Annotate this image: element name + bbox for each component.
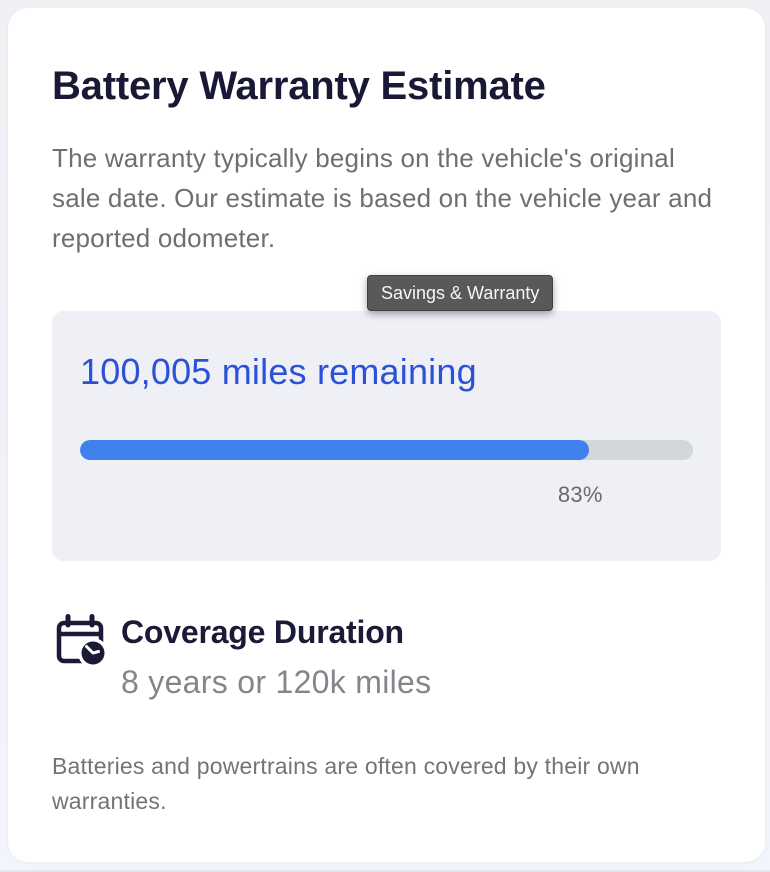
miles-remaining-text: 100,005 miles remaining bbox=[80, 351, 477, 392]
bottom-divider bbox=[0, 870, 770, 872]
progress-percent-row: 83% bbox=[80, 482, 603, 508]
tooltip-label: Savings & Warranty bbox=[381, 283, 540, 303]
warranty-description-text: The warranty typically begins on the veh… bbox=[52, 143, 713, 253]
warranty-estimate-panel: 100,005 miles remaining 83% bbox=[52, 311, 721, 561]
battery-warranty-card: Battery Warranty Estimate The warranty t… bbox=[8, 8, 765, 862]
page-title: Battery Warranty Estimate bbox=[52, 64, 546, 108]
coverage-duration-title: Coverage Duration bbox=[121, 614, 404, 650]
progress-bar-fill bbox=[80, 440, 589, 460]
calendar-clock-icon bbox=[56, 614, 108, 668]
footnote-text: Batteries and powertrains are often cove… bbox=[52, 753, 640, 814]
coverage-duration-value: 8 years or 120k miles bbox=[121, 664, 432, 700]
savings-warranty-tooltip: Savings & Warranty bbox=[367, 275, 554, 311]
progress-percent-label: 83% bbox=[557, 482, 603, 507]
coverage-duration-section: Coverage Duration 8 years or 120k miles bbox=[52, 610, 721, 701]
coverage-duration-texts: Coverage Duration 8 years or 120k miles bbox=[121, 610, 431, 701]
progress-bar-track bbox=[80, 440, 693, 460]
